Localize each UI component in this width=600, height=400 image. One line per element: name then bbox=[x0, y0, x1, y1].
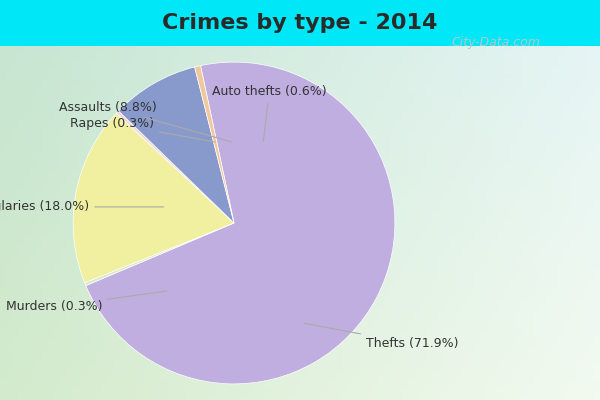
Wedge shape bbox=[118, 67, 234, 223]
Wedge shape bbox=[116, 111, 234, 223]
Wedge shape bbox=[85, 223, 234, 286]
Text: Murders (0.3%): Murders (0.3%) bbox=[5, 291, 167, 313]
Text: Thefts (71.9%): Thefts (71.9%) bbox=[304, 323, 458, 350]
Wedge shape bbox=[73, 113, 234, 283]
Text: Rapes (0.3%): Rapes (0.3%) bbox=[70, 117, 215, 142]
Text: Assaults (8.8%): Assaults (8.8%) bbox=[59, 101, 232, 142]
Text: City-Data.com: City-Data.com bbox=[451, 36, 540, 49]
Text: Auto thefts (0.6%): Auto thefts (0.6%) bbox=[212, 84, 327, 141]
Wedge shape bbox=[194, 66, 234, 223]
Wedge shape bbox=[86, 62, 395, 384]
Text: Burglaries (18.0%): Burglaries (18.0%) bbox=[0, 200, 164, 214]
Text: Crimes by type - 2014: Crimes by type - 2014 bbox=[163, 13, 437, 33]
